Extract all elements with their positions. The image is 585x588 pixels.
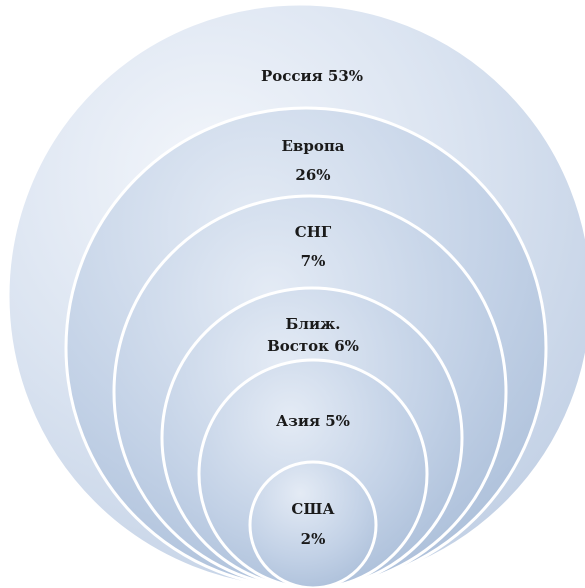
label-europe-value: 26% xyxy=(295,166,330,184)
label-asia: Азия 5% xyxy=(276,412,350,430)
label-usa-value: 2% xyxy=(301,530,326,548)
label-mideast-line2: Восток 6% xyxy=(267,337,359,355)
label-usa-name: США xyxy=(291,500,335,518)
label-cis-name: СНГ xyxy=(295,223,332,241)
label-russia: Россия 53% xyxy=(261,67,363,85)
label-europe-name: Европа xyxy=(281,137,344,155)
label-mideast-line1: Ближ. xyxy=(286,315,341,333)
circle-usa xyxy=(248,460,378,588)
label-cis-value: 7% xyxy=(301,252,326,270)
